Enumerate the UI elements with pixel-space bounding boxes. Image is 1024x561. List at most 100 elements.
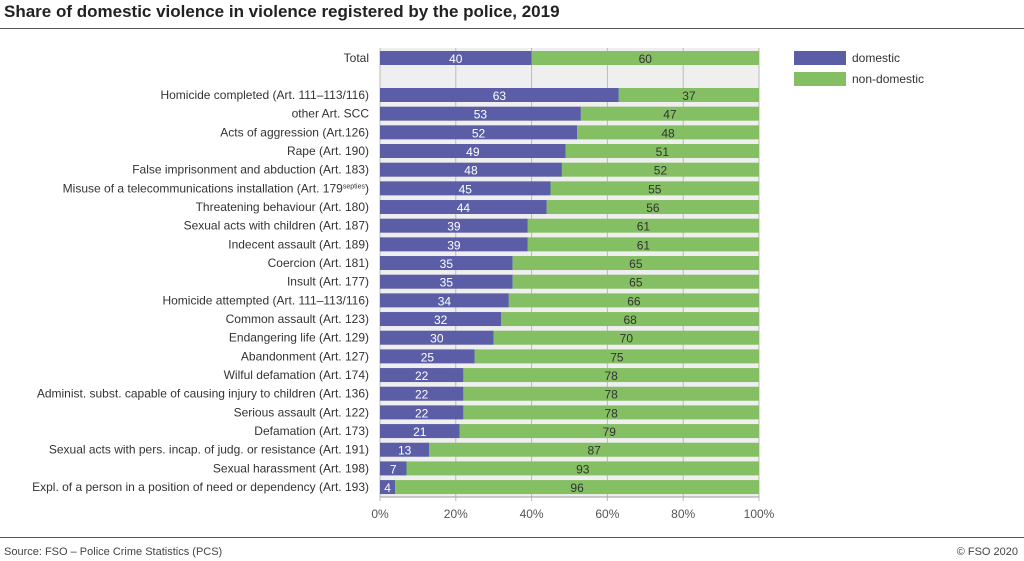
data-label-non-domestic: 51: [656, 145, 670, 159]
category-label: Indecent assault (Art. 189): [228, 237, 369, 251]
bar-domestic: [380, 424, 460, 439]
legend-label-non-domestic: non-domestic: [852, 72, 924, 86]
data-label-non-domestic: 48: [661, 126, 675, 140]
bar-domestic: [380, 349, 475, 364]
category-label: other Art. SCC: [292, 107, 370, 121]
bar-non-domestic: [550, 181, 759, 196]
data-label-domestic: 39: [447, 220, 461, 234]
category-label: Defamation (Art. 173): [254, 424, 369, 438]
plot-background: [380, 48, 759, 497]
bar-non-domestic: [493, 330, 759, 345]
data-label-non-domestic: 93: [576, 462, 590, 476]
legend-swatch-non-domestic: [794, 72, 846, 86]
bar-non-domestic: [531, 51, 759, 65]
data-label-domestic: 22: [415, 369, 429, 383]
data-label-non-domestic: 96: [570, 481, 584, 495]
data-label-domestic: 35: [440, 276, 454, 290]
chart-title: Share of domestic violence in violence r…: [4, 2, 560, 21]
data-label-domestic: 49: [466, 145, 480, 159]
footer-rule: [0, 537, 1024, 538]
bar-domestic: [380, 368, 464, 383]
category-label: Administ. subst. capable of causing inju…: [37, 387, 369, 401]
bar-non-domestic: [501, 312, 759, 327]
data-label-domestic: 25: [421, 350, 435, 364]
bar-non-domestic: [463, 386, 759, 401]
legend-label-domestic: domestic: [852, 51, 900, 65]
bar-domestic: [380, 256, 513, 271]
source-note: Source: FSO – Police Crime Statistics (P…: [4, 546, 223, 558]
bar-domestic: [380, 181, 551, 196]
bar-domestic: [380, 125, 578, 140]
data-label-non-domestic: 65: [629, 257, 643, 271]
data-label-non-domestic: 70: [620, 332, 634, 346]
bar-domestic: [380, 312, 502, 327]
data-label-non-domestic: 60: [639, 52, 653, 66]
data-label-non-domestic: 75: [610, 350, 624, 364]
data-label-domestic: 22: [415, 406, 429, 420]
bar-non-domestic: [463, 368, 759, 383]
chart: 0% 20% 40% 60% 80% 100% Total 40 60 Homicide comp…: [32, 48, 924, 521]
data-label-domestic: 52: [472, 126, 486, 140]
data-label-non-domestic: 56: [646, 201, 660, 215]
data-label-domestic: 30: [430, 332, 444, 346]
data-label-non-domestic: 87: [587, 444, 601, 458]
data-label-domestic: 45: [459, 182, 473, 196]
bar-non-domestic: [527, 218, 759, 233]
data-label-non-domestic: 66: [627, 294, 641, 308]
data-label-domestic: 53: [474, 108, 488, 122]
bar-non-domestic: [577, 125, 759, 140]
bar-domestic: [380, 461, 407, 476]
data-label-domestic: 32: [434, 313, 448, 327]
bar-non-domestic: [546, 200, 759, 215]
bar-domestic: [380, 162, 562, 177]
title-rule: [0, 28, 1024, 29]
bar-non-domestic: [561, 162, 759, 177]
bar-domestic: [380, 200, 547, 215]
x-tick-label: 0%: [371, 507, 389, 521]
category-label: Insult (Art. 177): [287, 275, 369, 289]
bar-domestic: [380, 386, 464, 401]
bar-domestic: [380, 51, 532, 65]
category-label: Rape (Art. 190): [287, 144, 369, 158]
data-label-non-domestic: 61: [637, 220, 651, 234]
data-label-domestic: 35: [440, 257, 454, 271]
data-label-domestic: 39: [447, 238, 461, 252]
data-label-non-domestic: 61: [637, 238, 651, 252]
category-label: Acts of aggression (Art.126): [220, 125, 369, 139]
data-label-non-domestic: 55: [648, 182, 662, 196]
bar-non-domestic: [459, 424, 759, 439]
data-label-domestic: 34: [438, 294, 452, 308]
bar-non-domestic: [618, 88, 759, 102]
x-tick-label: 20%: [444, 507, 468, 521]
category-label: Total: [344, 51, 369, 65]
category-label: Sexual acts with children (Art. 187): [184, 219, 369, 233]
data-label-domestic: 7: [390, 462, 397, 476]
copyright: © FSO 2020: [956, 546, 1018, 558]
data-label-domestic: 48: [464, 164, 478, 178]
data-label-domestic: 21: [413, 425, 427, 439]
category-label: Serious assault (Art. 122): [234, 405, 369, 419]
x-tick-label: 100%: [744, 507, 775, 521]
bar-domestic: [380, 330, 494, 345]
data-label-non-domestic: 52: [654, 164, 668, 178]
x-tick-label: 40%: [520, 507, 544, 521]
bar-domestic: [380, 480, 396, 495]
bar-non-domestic: [429, 442, 759, 457]
x-tick-label: 80%: [671, 507, 695, 521]
legend-swatch-domestic: [794, 51, 846, 65]
data-label-non-domestic: 78: [605, 369, 619, 383]
category-label: Endangering life (Art. 129): [229, 331, 369, 345]
bar-domestic: [380, 144, 566, 159]
bar-non-domestic: [474, 349, 759, 364]
category-label: Coercion (Art. 181): [268, 256, 369, 270]
bar-non-domestic: [512, 274, 759, 289]
category-label: Sexual acts with pers. incap. of judg. o…: [49, 443, 369, 457]
category-label: Homicide completed (Art. 111–113/116): [160, 88, 369, 102]
bar-domestic: [380, 106, 581, 121]
bar-non-domestic: [406, 461, 759, 476]
data-label-non-domestic: 79: [603, 425, 617, 439]
bar-non-domestic: [508, 293, 759, 308]
bar-non-domestic: [565, 144, 759, 159]
data-label-non-domestic: 78: [605, 406, 619, 420]
bar-domestic: [380, 88, 619, 102]
